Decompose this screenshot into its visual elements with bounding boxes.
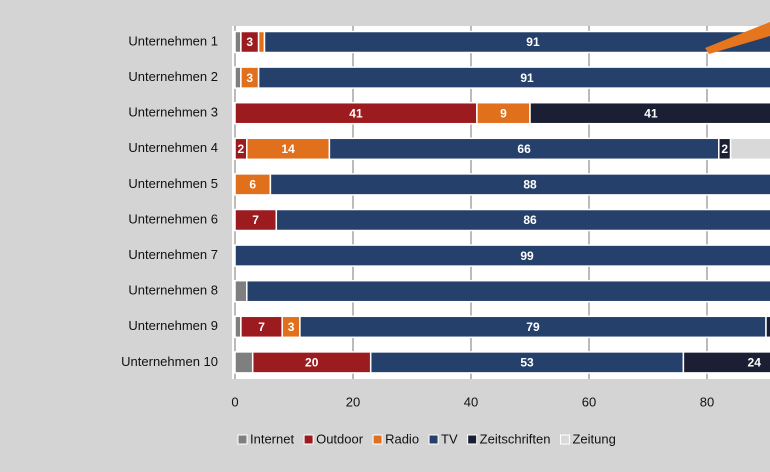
data-label: 86 <box>523 213 537 227</box>
data-label: 9 <box>500 106 507 120</box>
y-tick-label: Unternehmen 8 <box>128 283 218 298</box>
bar-segment <box>529 101 770 125</box>
data-label: 6 <box>249 178 256 192</box>
data-label: 14 <box>281 142 295 156</box>
y-tick-label: Unternehmen 5 <box>128 176 218 191</box>
y-tick-label: Unternehmen 9 <box>128 318 218 333</box>
data-label: 7 <box>258 320 265 334</box>
data-label: 20 <box>305 356 319 370</box>
y-tick-label: Unternehmen 3 <box>128 105 218 120</box>
y-tick-label: Unternehmen 2 <box>128 69 218 84</box>
data-label: 2 <box>721 142 728 156</box>
bar-segment <box>234 351 254 374</box>
legend-swatch <box>467 434 478 445</box>
y-tick-label: Unternehmen 1 <box>128 33 218 48</box>
bar-segment <box>682 351 770 374</box>
bar-segment <box>257 30 266 54</box>
bar-segment <box>234 279 248 303</box>
arrow-annotation <box>705 22 770 54</box>
legend: Internet Outdoor Radio TV Zeitschriften Zeitu… <box>237 431 616 446</box>
labels: 0 20 40 60 80 Unternehmen 1 3 91 Unternehmen 2 3 9… <box>121 33 761 409</box>
data-label: 24 <box>748 356 762 370</box>
legend-label: Zeitschriften <box>480 431 551 446</box>
legend-label: Outdoor <box>316 431 364 446</box>
legend-label: Zeitung <box>572 431 615 446</box>
bar-segment <box>234 66 242 89</box>
bar-segment <box>765 315 770 339</box>
y-tick-label: Unternehmen 7 <box>128 247 218 262</box>
data-label: 88 <box>523 178 537 192</box>
legend-label: Radio <box>385 431 419 446</box>
data-label: 91 <box>520 71 534 85</box>
legend-label: Internet <box>250 431 294 446</box>
data-label: 3 <box>288 320 295 334</box>
data-label: 3 <box>246 35 253 49</box>
x-tick-label: 0 <box>231 394 238 409</box>
bars <box>234 30 770 374</box>
data-label: 99 <box>520 249 534 263</box>
data-label: 3 <box>246 71 253 85</box>
legend-swatch <box>372 434 383 445</box>
bar-segment <box>257 66 770 89</box>
y-tick-label: Unternehmen 4 <box>128 140 218 155</box>
data-label: 41 <box>644 106 658 120</box>
bar-segment <box>269 173 770 196</box>
bar-segment <box>234 315 242 339</box>
x-tick-label: 80 <box>700 394 714 409</box>
bar-segment <box>263 30 770 54</box>
x-tick-label: 20 <box>346 394 360 409</box>
y-tick-label: Unternehmen 6 <box>128 211 218 226</box>
bar-segment <box>246 279 770 303</box>
data-label: 2 <box>238 142 245 156</box>
bar-segment <box>234 30 242 54</box>
data-label: 7 <box>252 213 259 227</box>
legend-swatch <box>303 434 314 445</box>
x-tick-label: 60 <box>582 394 596 409</box>
x-tick-label: 40 <box>464 394 478 409</box>
legend-swatch <box>559 434 570 445</box>
bar-segment <box>729 137 770 161</box>
legend-swatch <box>428 434 439 445</box>
data-label: 53 <box>520 356 534 370</box>
bar-segment <box>234 244 770 267</box>
data-label: 41 <box>349 106 363 120</box>
bar-segment <box>275 208 770 232</box>
y-tick-label: Unternehmen 10 <box>121 354 218 369</box>
data-label: 66 <box>517 142 531 156</box>
legend-swatch <box>237 434 248 445</box>
data-label: 91 <box>526 35 540 49</box>
legend-label: TV <box>441 431 458 446</box>
data-label: 79 <box>526 320 540 334</box>
